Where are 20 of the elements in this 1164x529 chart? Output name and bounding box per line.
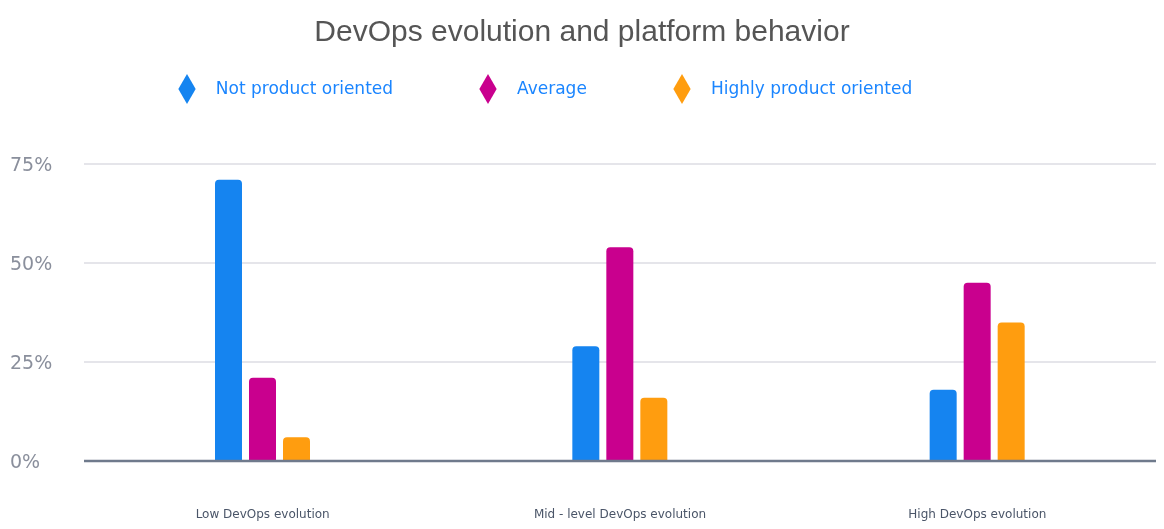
y-tick-label: 75% <box>10 152 53 175</box>
bar <box>606 247 634 461</box>
chart-title: DevOps evolution and platform behavior <box>313 13 851 49</box>
bar <box>572 346 600 461</box>
x-tick-label: High DevOps evolution <box>908 506 1047 521</box>
bar <box>283 437 310 461</box>
y-tick-label: 25% <box>10 350 53 373</box>
legend-label: Not product oriented <box>215 78 394 98</box>
bar <box>215 179 242 461</box>
y-tick-label: 0% <box>10 449 41 472</box>
bar <box>640 397 668 461</box>
legend-label: Average <box>517 78 587 98</box>
bar <box>929 389 957 461</box>
bar <box>997 322 1025 461</box>
x-tick-label: Low DevOps evolution <box>195 506 330 521</box>
legend-label: Highly product oriented <box>710 78 913 98</box>
x-tick-label: Mid - level DevOps evolution <box>533 506 707 521</box>
bar <box>963 282 991 461</box>
bar <box>249 377 276 461</box>
y-tick-label: 50% <box>10 251 53 274</box>
